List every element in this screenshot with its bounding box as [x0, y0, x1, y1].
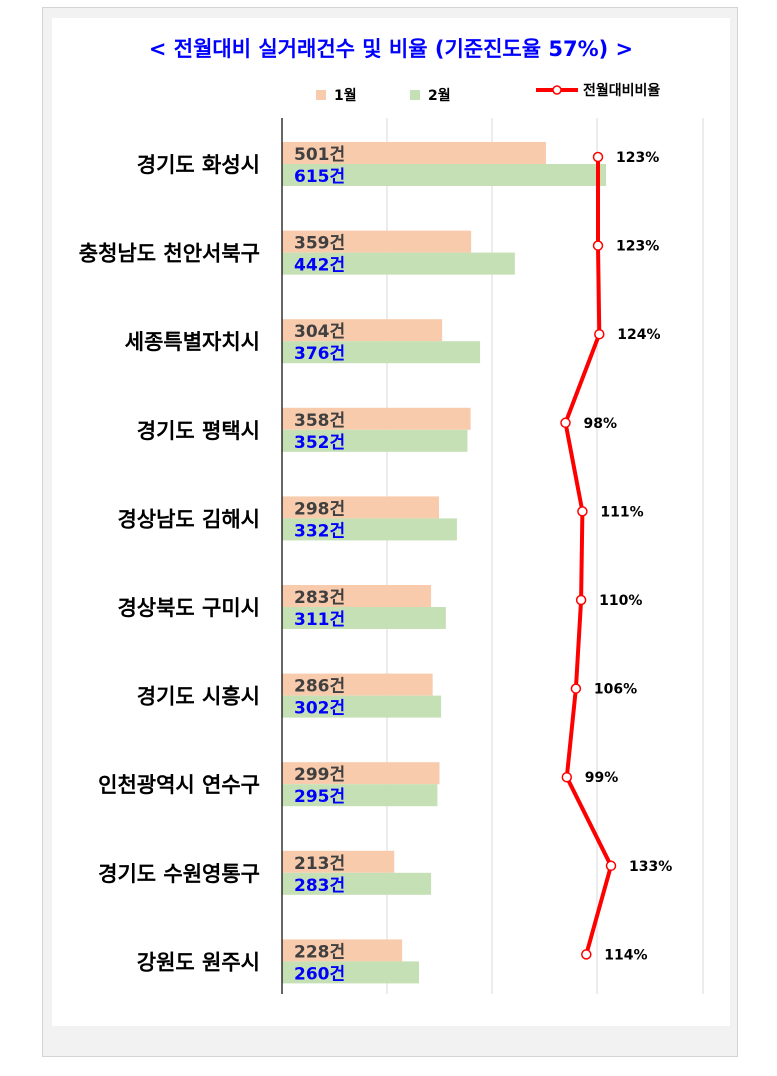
data-label-feb-5: 311건 — [294, 610, 345, 630]
bar-feb-8 — [282, 872, 432, 895]
ratio-label-4: 111% — [600, 504, 643, 520]
data-label-jan-8: 213건 — [294, 854, 345, 874]
bar-jan-1 — [282, 230, 472, 253]
bar-feb-6 — [282, 695, 442, 718]
bar-jan-9 — [282, 939, 403, 962]
ratio-marker-0 — [592, 151, 604, 163]
data-label-jan-5: 283건 — [294, 588, 345, 608]
data-label-feb-8: 283건 — [294, 876, 345, 896]
chart-title: < 전월대비 실거래건수 및 비율 (기준진도율 57%) > — [148, 37, 634, 61]
bar-jan-8 — [282, 850, 395, 873]
legend-swatch-feb — [410, 90, 420, 100]
data-label-jan-6: 286건 — [294, 677, 345, 697]
bar-jan-6 — [282, 673, 433, 696]
data-label-jan-3: 358건 — [294, 411, 345, 431]
category-label-8: 경기도 수원영통구 — [98, 862, 260, 886]
category-label-3: 경기도 평택시 — [137, 419, 260, 443]
data-label-jan-4: 298건 — [294, 499, 345, 519]
category-label-6: 경기도 시흥시 — [137, 685, 260, 709]
category-label-5: 경상북도 구미시 — [117, 596, 260, 620]
data-label-feb-0: 615건 — [294, 167, 345, 187]
category-label-7: 인천광역시 연수구 — [98, 773, 260, 797]
ratio-marker-2 — [594, 328, 605, 340]
ratio-label-5: 110% — [599, 593, 642, 609]
data-label-feb-4: 332건 — [294, 521, 345, 541]
data-label-jan-7: 299건 — [294, 765, 345, 785]
data-label-jan-2: 304건 — [294, 322, 345, 342]
legend-label-jan: 1월 — [334, 87, 357, 104]
ratio-label-8: 133% — [629, 859, 672, 875]
category-label-0: 경기도 화성시 — [137, 153, 260, 177]
legend: 1월 2월 전월대비비율 — [316, 82, 660, 104]
bar-jan-2 — [282, 319, 443, 342]
legend-swatch-jan — [316, 90, 326, 100]
bar-feb-4 — [282, 518, 457, 541]
data-label-feb-3: 352건 — [294, 433, 345, 453]
data-label-feb-6: 302건 — [294, 699, 345, 719]
legend-label-ratio: 전월대비비율 — [583, 82, 660, 99]
ratio-label-2: 124% — [617, 327, 660, 343]
data-label-jan-1: 359건 — [294, 234, 345, 254]
data-label-feb-2: 376건 — [294, 344, 345, 364]
bar-feb-7 — [282, 784, 438, 807]
ratio-label-6: 106% — [594, 682, 637, 698]
bar-feb-2 — [282, 341, 481, 364]
category-label-2: 세종특별자치시 — [125, 330, 260, 354]
ratio-marker-4 — [577, 506, 588, 517]
category-label-1: 충청남도 천안서북구 — [79, 242, 260, 266]
category-label-4: 경상남도 김해시 — [117, 507, 260, 531]
ratio-label-0: 123% — [616, 150, 659, 166]
ratio-marker-9 — [581, 949, 592, 960]
category-label-9: 강원도 원주시 — [137, 950, 260, 974]
ratio-line — [560, 151, 617, 960]
legend-marker-ratio — [552, 85, 562, 95]
ratio-marker-7 — [561, 771, 573, 783]
bar-feb-0 — [282, 164, 606, 186]
bar-jan-3 — [282, 407, 471, 430]
ratio-polyline — [563, 157, 613, 955]
ratio-marker-5 — [575, 594, 587, 606]
data-label-jan-0: 501건 — [294, 145, 345, 165]
ratio-label-9: 114% — [604, 947, 647, 963]
bar-feb-5 — [282, 607, 446, 629]
data-label-feb-7: 295건 — [294, 787, 345, 807]
data-label-jan-9: 228건 — [294, 942, 345, 962]
ratio-label-1: 123% — [616, 239, 659, 255]
bar-jan-7 — [282, 762, 440, 785]
bar-feb-9 — [282, 961, 419, 984]
bar-jan-0 — [282, 142, 546, 164]
ratio-marker-8 — [605, 860, 617, 872]
ratio-label-7: 99% — [585, 770, 619, 786]
ratio-marker-3 — [560, 417, 571, 429]
legend-label-feb: 2월 — [428, 87, 451, 104]
ratio-label-3: 98% — [584, 416, 618, 432]
bar-feb-3 — [282, 429, 468, 452]
bar-feb-1 — [282, 252, 515, 275]
ratio-marker-1 — [592, 240, 604, 251]
bars — [281, 118, 606, 994]
bar-jan-4 — [282, 496, 439, 519]
bar-jan-5 — [282, 585, 432, 607]
data-label-feb-1: 442건 — [294, 256, 345, 276]
ratio-marker-6 — [570, 683, 582, 694]
data-label-feb-9: 260건 — [294, 964, 345, 984]
